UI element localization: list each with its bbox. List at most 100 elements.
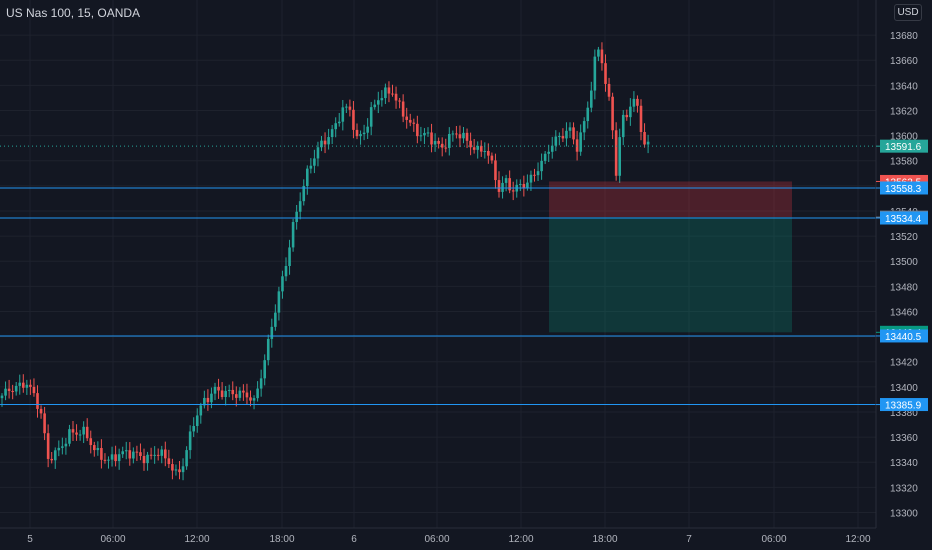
candle-body bbox=[405, 116, 408, 120]
candle-body bbox=[206, 397, 210, 403]
candle-body bbox=[380, 98, 384, 101]
candle-body bbox=[479, 145, 483, 152]
candle-body bbox=[586, 107, 590, 122]
candle-body bbox=[100, 448, 103, 460]
candle-body bbox=[366, 126, 369, 133]
price-tick-label: 13420 bbox=[890, 358, 918, 369]
time-tick-label: 18:00 bbox=[269, 534, 294, 545]
price-tick-label: 13360 bbox=[890, 433, 918, 444]
candle-body bbox=[199, 405, 203, 416]
level-price-badge-bg bbox=[880, 329, 928, 343]
candle-body bbox=[238, 390, 242, 398]
candle-body bbox=[36, 393, 39, 409]
candle-body bbox=[408, 119, 412, 123]
candle-body bbox=[526, 182, 529, 188]
candle-body bbox=[352, 109, 355, 130]
candle-body bbox=[611, 96, 614, 131]
candle-body bbox=[64, 443, 68, 447]
symbol-title: US Nas 100, 15, OANDA bbox=[6, 6, 141, 20]
candle-body bbox=[394, 93, 398, 101]
stop-loss-zone bbox=[549, 181, 792, 218]
candle-body bbox=[174, 469, 178, 471]
candle-body bbox=[355, 129, 359, 137]
candle-body bbox=[629, 106, 632, 118]
candle-body bbox=[604, 63, 607, 84]
candle-body bbox=[50, 458, 53, 461]
level-price-badge-bg bbox=[880, 181, 928, 195]
candle-body bbox=[11, 391, 14, 393]
candle-body bbox=[373, 104, 377, 108]
candle-body bbox=[220, 390, 224, 397]
candle-body bbox=[437, 141, 440, 144]
candle-body bbox=[320, 140, 323, 148]
price-tick-label: 13680 bbox=[890, 31, 918, 42]
candle-body bbox=[508, 178, 511, 191]
candle-body bbox=[334, 123, 337, 130]
candle-body bbox=[536, 171, 540, 176]
candle-body bbox=[153, 454, 156, 456]
candle-body bbox=[600, 49, 604, 64]
candle-body bbox=[124, 450, 128, 452]
candle-body bbox=[519, 184, 522, 186]
candle-body bbox=[167, 458, 171, 465]
candle-body bbox=[561, 136, 565, 139]
time-tick-label: 6 bbox=[351, 534, 357, 545]
candle-body bbox=[256, 388, 259, 399]
candle-body bbox=[572, 127, 575, 140]
candle-body bbox=[213, 386, 217, 394]
time-tick-label: 12:00 bbox=[508, 534, 533, 545]
candle-body bbox=[146, 454, 149, 464]
candle-body bbox=[245, 392, 249, 398]
candle-body bbox=[171, 464, 174, 471]
candle-body bbox=[362, 132, 366, 135]
candle-body bbox=[327, 137, 330, 145]
candle-body bbox=[217, 386, 220, 391]
price-tick-label: 13460 bbox=[890, 307, 918, 318]
candle-body bbox=[554, 136, 558, 146]
candle-body bbox=[430, 132, 433, 145]
candle-body bbox=[501, 182, 504, 192]
candle-body bbox=[227, 389, 231, 391]
candle-body bbox=[295, 211, 298, 223]
candle-body bbox=[78, 434, 82, 436]
candle-body bbox=[82, 426, 85, 435]
candle-body bbox=[96, 448, 100, 451]
candle-body bbox=[224, 390, 227, 397]
candle-body bbox=[639, 105, 643, 133]
candle-body bbox=[448, 134, 451, 148]
candle-body bbox=[195, 415, 199, 426]
candle-body bbox=[575, 139, 579, 152]
candle-body bbox=[444, 147, 448, 149]
level-price-badge: 13534.4 bbox=[885, 214, 922, 225]
candle-body bbox=[359, 134, 362, 137]
candle-body bbox=[625, 114, 629, 118]
time-tick-label: 06:00 bbox=[100, 534, 125, 545]
candle-body bbox=[135, 451, 139, 453]
candle-body bbox=[476, 145, 479, 150]
candle-body bbox=[185, 450, 188, 467]
price-tick-label: 13320 bbox=[890, 483, 918, 494]
candle-body bbox=[483, 150, 487, 152]
candle-body bbox=[384, 87, 387, 99]
candle-body bbox=[117, 454, 121, 462]
last-price-badge: 13591.6 bbox=[885, 142, 922, 153]
candle-body bbox=[433, 141, 437, 145]
candle-body bbox=[284, 265, 288, 277]
candle-body bbox=[4, 388, 7, 396]
candle-body bbox=[646, 141, 650, 145]
candle-body bbox=[29, 384, 32, 387]
candle-body bbox=[288, 247, 291, 266]
candle-body bbox=[274, 312, 277, 327]
candle-body bbox=[291, 222, 295, 248]
candle-body bbox=[590, 90, 593, 108]
candle-body bbox=[46, 433, 50, 459]
currency-button[interactable]: USD bbox=[894, 4, 922, 21]
price-tick-label: 13500 bbox=[890, 257, 918, 268]
price-tick-label: 13380 bbox=[890, 408, 918, 419]
candle-body bbox=[18, 382, 22, 386]
candle-body bbox=[391, 93, 394, 95]
price-tick-label: 13340 bbox=[890, 458, 918, 469]
candle-body bbox=[426, 132, 430, 134]
